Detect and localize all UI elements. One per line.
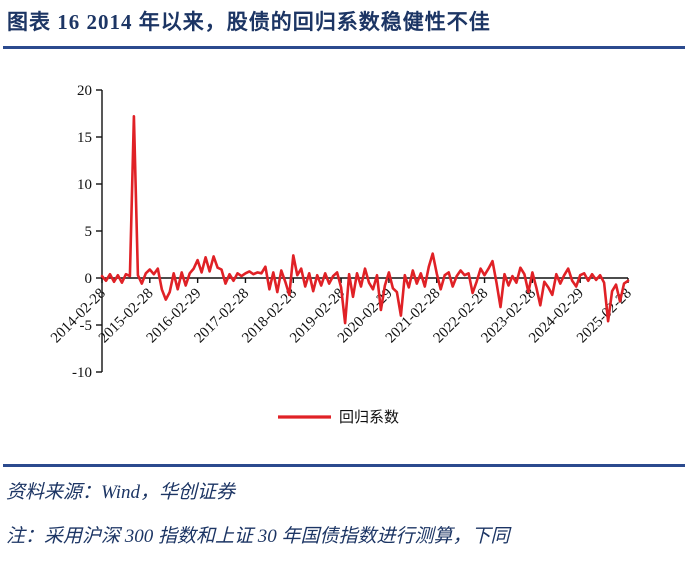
figure-title: 图表 16 2014 年以来，股债的回归系数稳健性不佳 xyxy=(7,10,491,34)
y-tick-label: 15 xyxy=(77,130,92,146)
y-tick-label: -10 xyxy=(72,365,92,381)
y-tick-label: 5 xyxy=(85,224,93,240)
y-tick-label: -5 xyxy=(80,318,93,334)
source-note: 资料来源：Wind，华创证券 xyxy=(6,482,236,503)
regression-coefficient-chart: 20151050-5-102014-02-282015-02-282016-02… xyxy=(48,83,635,426)
y-tick-label: 20 xyxy=(77,83,92,99)
title-divider xyxy=(3,46,685,49)
legend-label: 回归系数 xyxy=(339,409,399,426)
footer-divider xyxy=(3,464,685,467)
series-line-regression-coefficient xyxy=(100,114,630,325)
calculation-note: 注：采用沪深 300 指数和上证 30 年国债指数进行测算，下同 xyxy=(6,526,510,547)
y-tick-label: 0 xyxy=(85,271,93,287)
y-tick-label: 10 xyxy=(77,177,92,193)
